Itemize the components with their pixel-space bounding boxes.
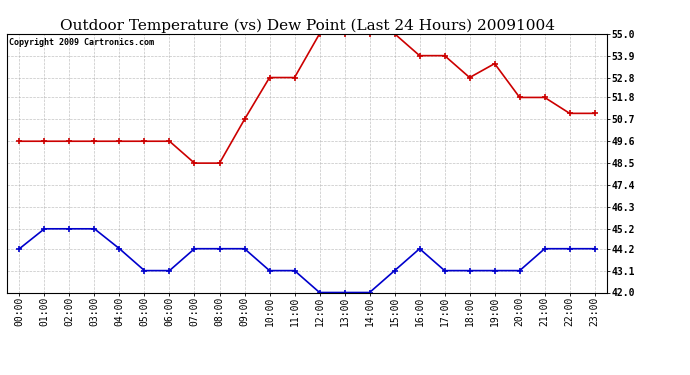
Title: Outdoor Temperature (vs) Dew Point (Last 24 Hours) 20091004: Outdoor Temperature (vs) Dew Point (Last… — [59, 18, 555, 33]
Text: Copyright 2009 Cartronics.com: Copyright 2009 Cartronics.com — [9, 38, 154, 46]
